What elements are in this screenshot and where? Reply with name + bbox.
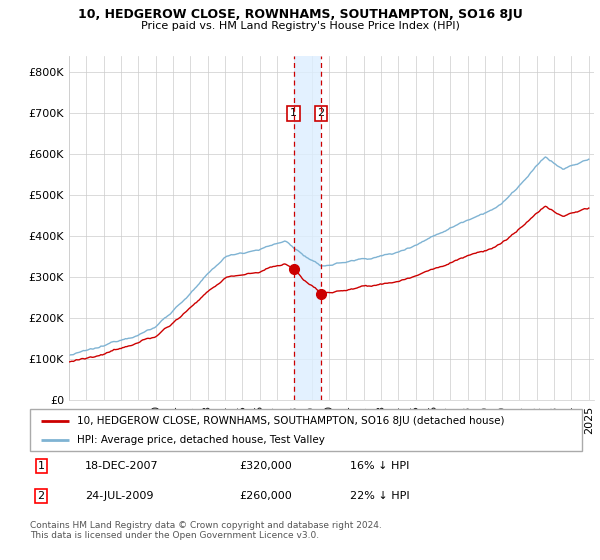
Text: 22% ↓ HPI: 22% ↓ HPI [350,491,410,501]
Text: 10, HEDGEROW CLOSE, ROWNHAMS, SOUTHAMPTON, SO16 8JU (detached house): 10, HEDGEROW CLOSE, ROWNHAMS, SOUTHAMPTO… [77,416,505,426]
Text: 24-JUL-2009: 24-JUL-2009 [85,491,154,501]
Text: 10, HEDGEROW CLOSE, ROWNHAMS, SOUTHAMPTON, SO16 8JU: 10, HEDGEROW CLOSE, ROWNHAMS, SOUTHAMPTO… [77,8,523,21]
Text: 1: 1 [38,461,44,471]
Text: Contains HM Land Registry data © Crown copyright and database right 2024.
This d: Contains HM Land Registry data © Crown c… [30,521,382,540]
Text: 18-DEC-2007: 18-DEC-2007 [85,461,159,471]
Text: Price paid vs. HM Land Registry's House Price Index (HPI): Price paid vs. HM Land Registry's House … [140,21,460,31]
Text: 2: 2 [37,491,44,501]
Text: 16% ↓ HPI: 16% ↓ HPI [350,461,410,471]
Text: £320,000: £320,000 [240,461,293,471]
Text: £260,000: £260,000 [240,491,293,501]
Bar [293,56,321,400]
Text: 1: 1 [290,109,297,118]
Text: HPI: Average price, detached house, Test Valley: HPI: Average price, detached house, Test… [77,435,325,445]
Text: 2: 2 [317,109,325,118]
